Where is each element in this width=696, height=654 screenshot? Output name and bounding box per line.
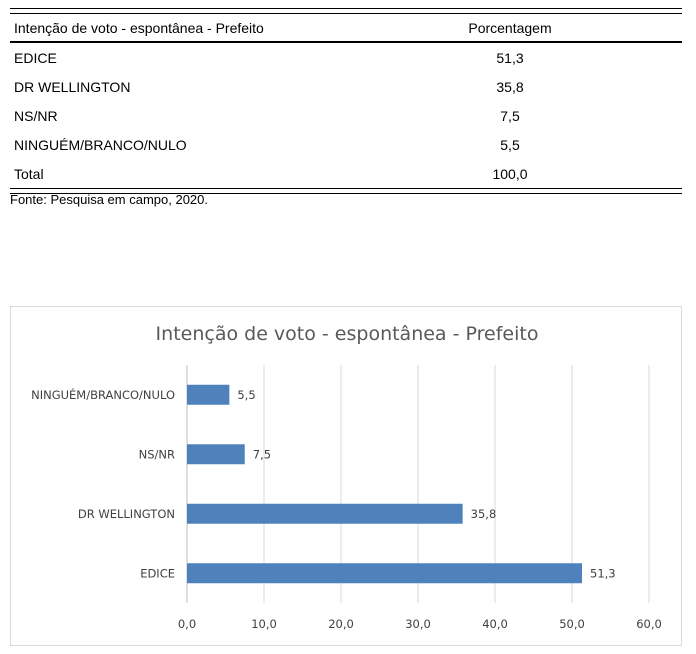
data-label: 35,8 — [471, 507, 497, 521]
data-label: 7,5 — [253, 447, 271, 461]
table-row: NS/NR 7,5 — [10, 101, 682, 130]
x-tick-label: 10,0 — [251, 617, 277, 631]
bar — [187, 384, 230, 405]
results-table: Intenção de voto - espontânea - Prefeito… — [10, 8, 682, 194]
chart-bars — [187, 384, 583, 584]
row-value: 7,5 — [500, 107, 520, 124]
category-label: EDICE — [140, 566, 175, 580]
x-tick-label: 50,0 — [559, 617, 585, 631]
x-tick-label: 40,0 — [482, 617, 508, 631]
table-row: EDICE 51,3 — [10, 43, 682, 72]
chart-title: Intenção de voto - espontânea - Prefeito — [156, 323, 539, 345]
category-label: DR WELLINGTON — [78, 507, 175, 521]
x-tick-label: 0,0 — [178, 617, 196, 631]
table-row: NINGUÉM/BRANCO/NULO 5,5 — [10, 130, 682, 159]
category-label: NS/NR — [139, 447, 175, 461]
row-label: NS/NR — [14, 107, 58, 124]
row-label: DR WELLINGTON — [14, 78, 131, 95]
bar — [187, 444, 245, 465]
table-header-value: Porcentagem — [468, 19, 552, 36]
row-value: 35,8 — [496, 78, 524, 95]
row-label: NINGUÉM/BRANCO/NULO — [14, 136, 187, 153]
table-header-row: Intenção de voto - espontânea - Prefeito… — [10, 14, 682, 41]
row-value: 100,0 — [492, 165, 528, 182]
bar — [187, 563, 583, 584]
bar — [187, 503, 463, 524]
table-row: DR WELLINGTON 35,8 — [10, 72, 682, 101]
chart-canvas: Intenção de voto - espontânea - Prefeito… — [31, 323, 662, 631]
row-label: Total — [14, 165, 44, 182]
table-source-note: Fonte: Pesquisa em campo, 2020. — [10, 192, 209, 207]
row-value: 5,5 — [500, 136, 520, 153]
bar-chart: Intenção de voto - espontânea - Prefeito… — [10, 306, 682, 646]
chart-labels: 0,0 10,0 20,0 30,0 40,0 50,0 60,0 EDICE 51,3 DR W… — [31, 387, 662, 631]
table-row: Total 100,0 — [10, 159, 682, 188]
x-tick-label: 30,0 — [405, 617, 431, 631]
table-top-rule — [10, 8, 682, 14]
row-value: 51,3 — [496, 49, 524, 66]
category-label: NINGUÉM/BRANCO/NULO — [31, 387, 175, 402]
row-label: EDICE — [14, 49, 57, 66]
table-bottom-rule — [10, 188, 682, 194]
data-label: 51,3 — [590, 566, 616, 580]
table-header-label: Intenção de voto - espontânea - Prefeito — [14, 19, 264, 36]
x-tick-label: 20,0 — [328, 617, 354, 631]
x-tick-label: 60,0 — [636, 617, 662, 631]
data-label: 5,5 — [237, 388, 255, 402]
table-header-rule — [10, 41, 682, 43]
